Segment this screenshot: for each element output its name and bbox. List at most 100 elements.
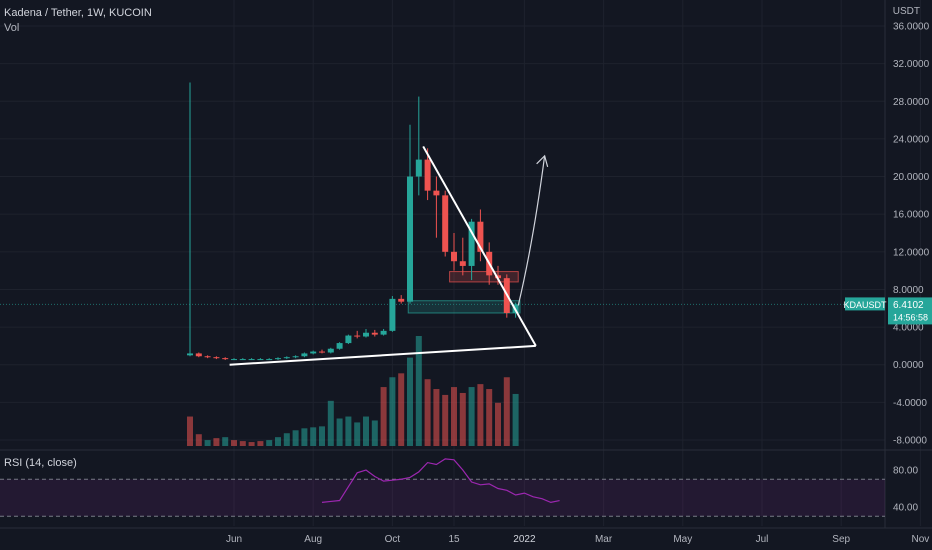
- volume-bar: [468, 387, 475, 446]
- volume-bar: [398, 373, 405, 446]
- price-unit-label: USDT: [892, 6, 920, 17]
- candle-body[interactable]: [310, 351, 317, 354]
- price-tick-label: 28.0000: [893, 97, 930, 108]
- volume-bar: [336, 418, 343, 446]
- volume-bar: [442, 394, 449, 446]
- candle-body[interactable]: [275, 358, 281, 360]
- candle-body[interactable]: [380, 330, 387, 335]
- volume-label: Vol: [4, 22, 20, 34]
- price-tick-label: 4.0000: [893, 323, 924, 334]
- trendline[interactable]: [422, 145, 537, 347]
- candle-body[interactable]: [451, 251, 457, 262]
- volume-bar: [451, 387, 457, 446]
- trendline[interactable]: [229, 344, 536, 366]
- volume-bar: [345, 416, 352, 446]
- volume-bar: [310, 427, 317, 446]
- time-tick-label: Jun: [226, 534, 242, 545]
- volume-bar: [292, 430, 299, 446]
- chart-title: Kadena / Tether, 1W, KUCOIN: [4, 7, 152, 19]
- volume-bar: [257, 441, 264, 446]
- volume-bar: [459, 392, 466, 446]
- candle-body[interactable]: [239, 359, 246, 361]
- candle-body[interactable]: [398, 298, 405, 302]
- chart-legend: Kadena / Tether, 1W, KUCOIN Vol: [4, 6, 152, 36]
- volume-bar: [486, 389, 493, 446]
- candle-body[interactable]: [283, 357, 290, 359]
- candle-body[interactable]: [389, 298, 396, 331]
- candle-body[interactable]: [424, 159, 431, 191]
- time-tick-label: Oct: [385, 534, 401, 545]
- volume-bar: [495, 402, 501, 446]
- volume-bar: [380, 387, 387, 446]
- price-tag-value: 6.4102: [893, 300, 924, 311]
- volume-bar: [266, 440, 273, 446]
- candle-body[interactable]: [407, 176, 413, 302]
- candle-body[interactable]: [187, 353, 193, 356]
- symbol-tag-text: KDAUSDT: [843, 300, 887, 310]
- volume-bar: [512, 393, 519, 446]
- price-tick-label: 20.0000: [893, 172, 930, 183]
- candle-body[interactable]: [257, 359, 264, 361]
- volume-bar: [407, 357, 413, 446]
- price-tag-countdown: 14:56:58: [893, 312, 928, 322]
- volume-bar: [389, 377, 396, 446]
- candle-body[interactable]: [477, 221, 484, 252]
- rsi-label: RSI (14, close): [4, 457, 77, 469]
- candle-body[interactable]: [301, 353, 308, 357]
- candle-body[interactable]: [231, 359, 237, 361]
- volume-bar: [319, 426, 325, 446]
- candle-body[interactable]: [292, 356, 299, 358]
- volume-bar: [354, 422, 361, 446]
- candle-body[interactable]: [468, 221, 475, 266]
- candle-body[interactable]: [371, 332, 378, 335]
- candle-body[interactable]: [363, 332, 369, 337]
- price-zone-up: [407, 300, 521, 314]
- volume-bar: [424, 379, 431, 446]
- volume-bar: [477, 384, 484, 446]
- candle-body[interactable]: [222, 358, 229, 360]
- candle-body[interactable]: [248, 359, 255, 361]
- candle-body[interactable]: [433, 190, 440, 196]
- candle-body[interactable]: [459, 261, 466, 266]
- price-tick-label: 0.0000: [893, 360, 924, 371]
- price-zone-down: [449, 271, 519, 283]
- forecast-arrow[interactable]: [517, 155, 546, 306]
- time-tick-label: Aug: [304, 534, 322, 545]
- candle-body[interactable]: [327, 348, 334, 353]
- candle-body[interactable]: [213, 357, 220, 359]
- candle-body[interactable]: [442, 195, 449, 252]
- volume-bar: [283, 433, 290, 446]
- volume-bar: [187, 416, 193, 446]
- volume-bar: [503, 377, 510, 446]
- candle-body[interactable]: [495, 275, 501, 279]
- price-tick-label: 36.0000: [893, 22, 930, 33]
- candle-body[interactable]: [336, 343, 343, 349]
- volume-bar: [275, 437, 281, 446]
- volume-bar: [301, 428, 308, 446]
- price-tick-label: -8.0000: [893, 436, 927, 447]
- candle-body[interactable]: [266, 359, 273, 361]
- candle-body[interactable]: [195, 353, 202, 357]
- volume-bar: [204, 440, 211, 446]
- volume-bar: [415, 336, 422, 446]
- candle-body[interactable]: [415, 159, 422, 177]
- volume-bar: [327, 400, 334, 446]
- time-tick-label: Mar: [595, 534, 613, 545]
- price-tick-label: 16.0000: [893, 210, 930, 221]
- volume-bar: [239, 441, 246, 446]
- time-tick-label: 15: [448, 534, 460, 545]
- candle-body[interactable]: [204, 356, 211, 358]
- candle-body[interactable]: [345, 335, 352, 344]
- volume-bar: [248, 442, 255, 446]
- volume-bar: [371, 420, 378, 446]
- time-tick-label: Jul: [756, 534, 769, 545]
- candle-body[interactable]: [354, 335, 361, 337]
- symbol-tag: [845, 297, 885, 311]
- price-tag: [888, 297, 932, 325]
- volume-bar: [231, 440, 237, 446]
- forecast-arrowhead: [536, 154, 549, 168]
- time-tick-label: Sep: [832, 534, 850, 545]
- candle-body[interactable]: [319, 351, 325, 353]
